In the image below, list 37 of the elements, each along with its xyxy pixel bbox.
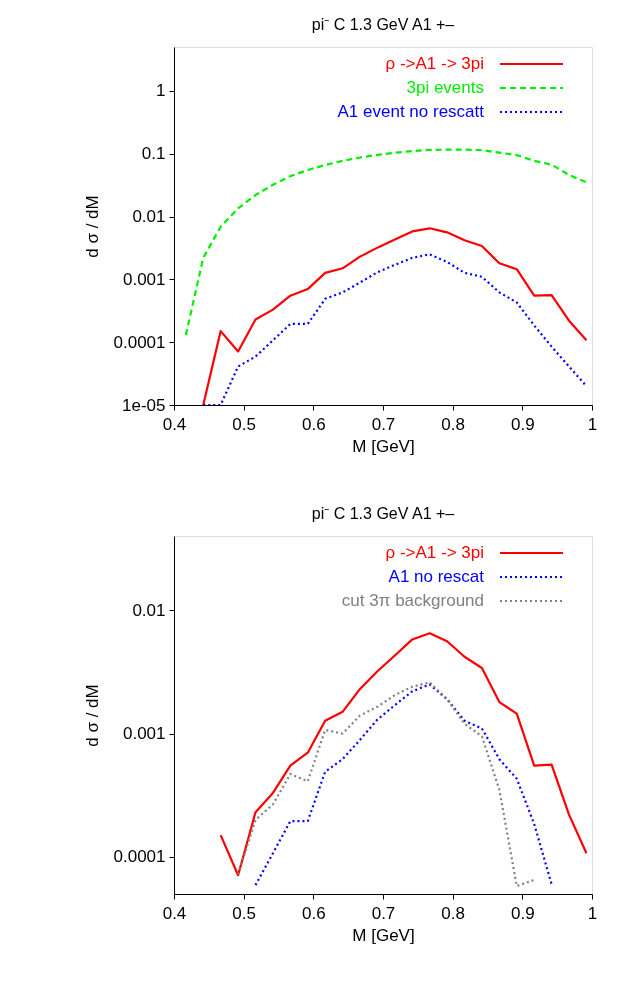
y-tick-label: 1e-05 [122, 395, 166, 415]
legend-label: ρ ->A1 -> 3pi [385, 543, 484, 562]
x-axis-title: M [GeV] [352, 925, 415, 945]
legend-label: 3pi events [406, 78, 484, 97]
chart-title: pi⁻ C 1.3 GeV A1 +– [311, 16, 455, 33]
y-axis-title: d σ / dM [82, 684, 102, 747]
line-series [219, 632, 588, 877]
y-tick-label: 0.01 [132, 600, 166, 620]
legend-label: A1 no rescat [388, 567, 485, 586]
line-series [184, 148, 588, 337]
x-tick-label: 1 [587, 903, 598, 923]
x-tick-label: 0.5 [232, 903, 256, 923]
x-tick-label: 0.9 [511, 903, 535, 923]
x-tick-label: 0.4 [162, 903, 187, 923]
x-axis-title: M [GeV] [352, 436, 415, 456]
y-tick-label: 1 [156, 81, 166, 101]
y-tick-label: 0.0001 [113, 332, 166, 352]
x-tick-label: 0.6 [302, 414, 326, 434]
x-tick-label: 0.7 [371, 903, 396, 923]
y-tick-label: 0.1 [141, 144, 166, 164]
x-tick-label: 0.9 [511, 414, 535, 434]
x-tick-label: 0.7 [371, 414, 396, 434]
legend-label: ρ ->A1 -> 3pi [385, 54, 484, 73]
legend-label: A1 event no rescatt [337, 102, 485, 121]
x-tick-label: 1 [587, 414, 598, 434]
x-tick-label: 0.8 [441, 414, 465, 434]
x-tick-label: 0.5 [232, 414, 256, 434]
x-tick-label: 0.4 [162, 414, 187, 434]
y-tick-label: 0.001 [122, 724, 166, 744]
y-axis-title: d σ / dM [82, 195, 102, 258]
x-tick-label: 0.8 [441, 903, 465, 923]
chart-title: pi⁻ C 1.3 GeV A1 +– [311, 505, 455, 522]
legend-label: cut 3π background [341, 591, 484, 610]
y-tick-label: 0.0001 [113, 847, 166, 867]
x-tick-label: 0.6 [302, 903, 326, 923]
y-tick-label: 0.001 [122, 269, 166, 289]
y-tick-label: 0.01 [132, 207, 166, 227]
